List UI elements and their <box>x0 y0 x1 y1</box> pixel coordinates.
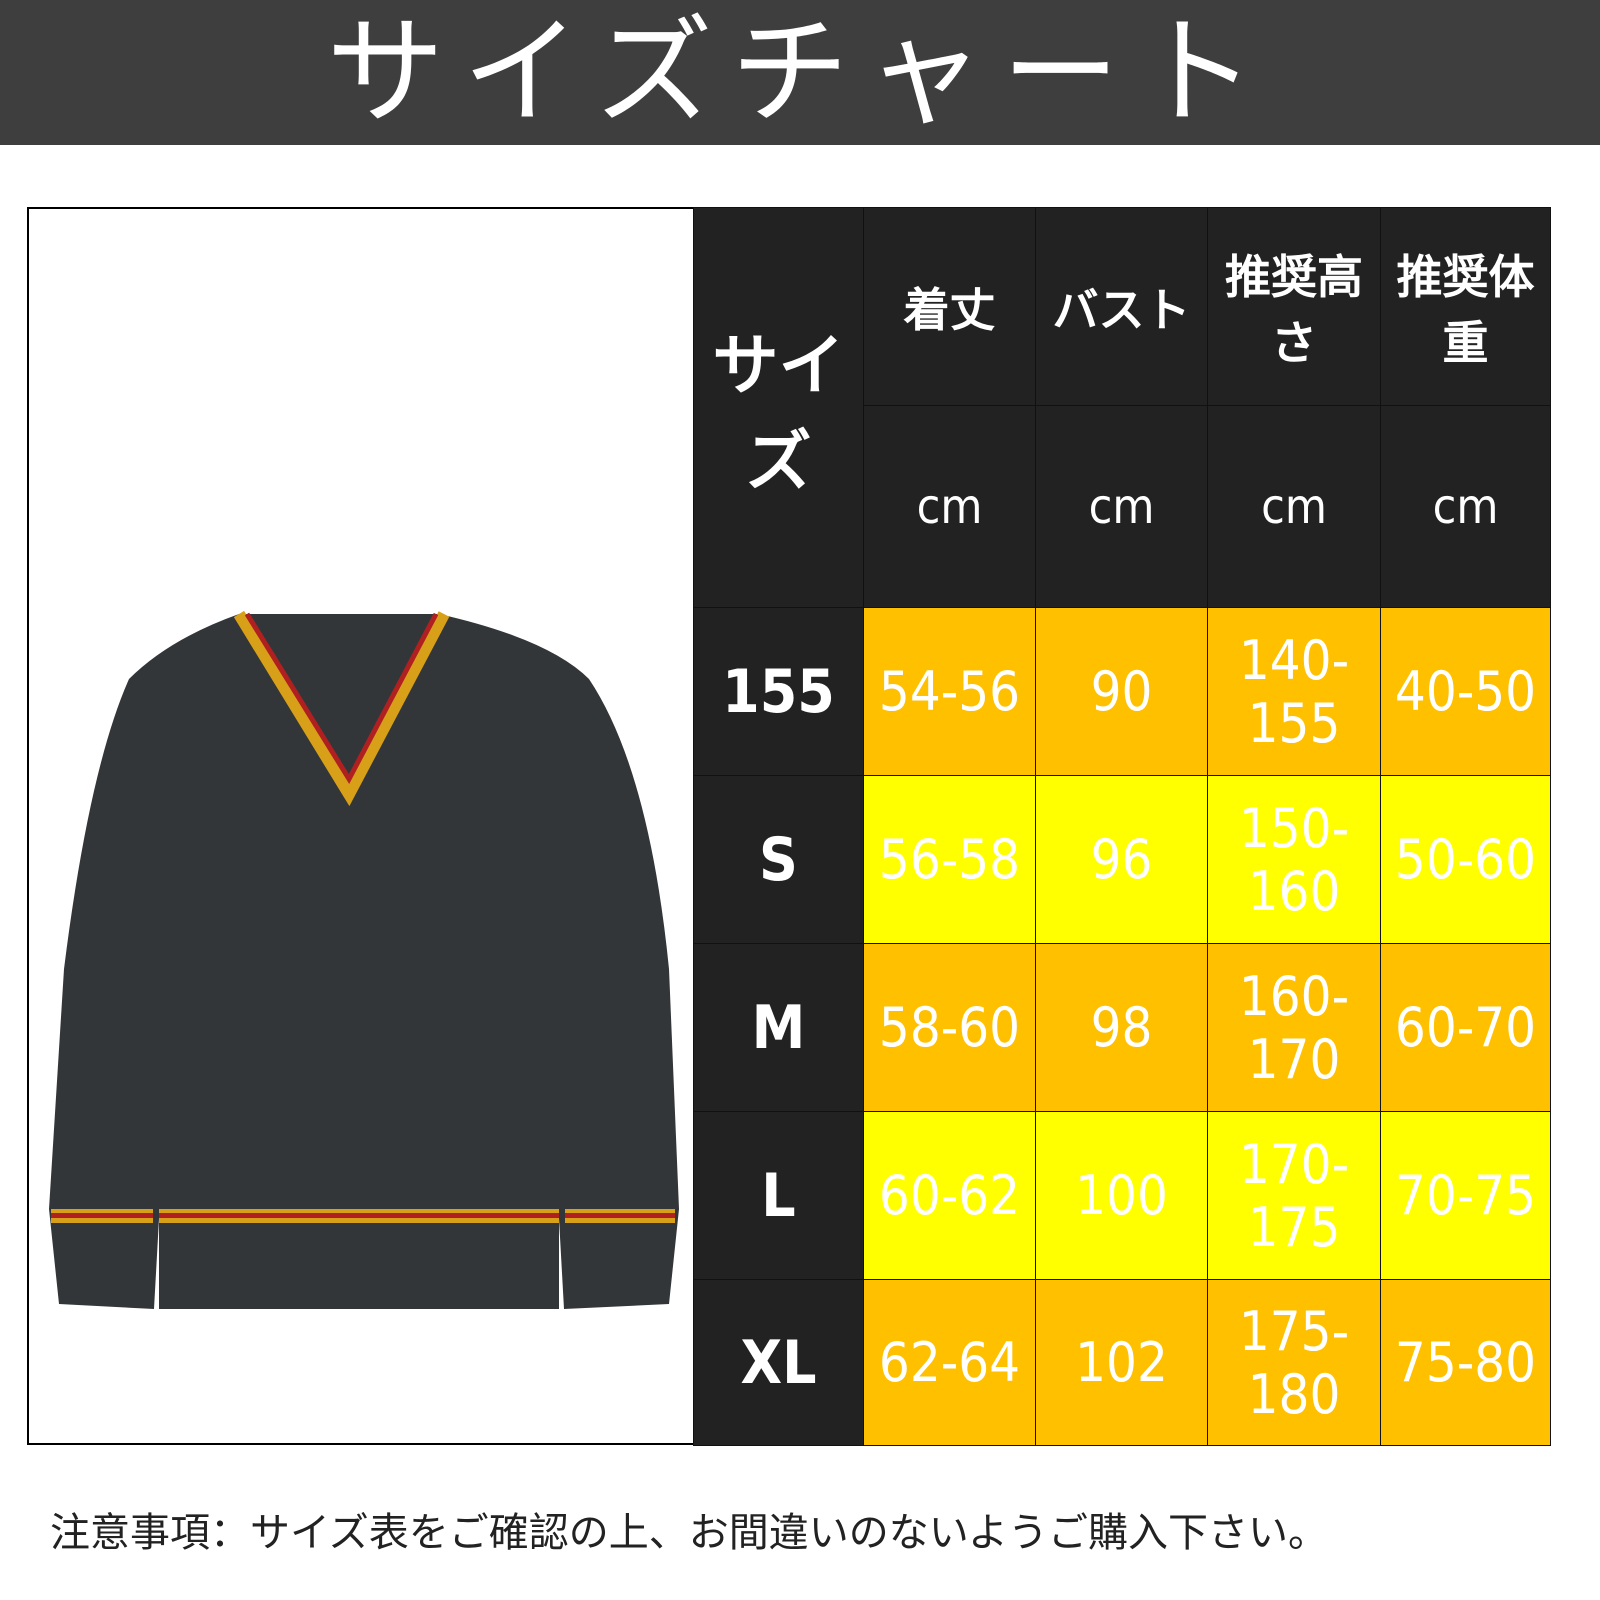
column-header-weight: 推奨体重 <box>1380 207 1551 406</box>
value-cell: 54-56 <box>863 607 1036 776</box>
value-cell: 75-80 <box>1380 1279 1551 1446</box>
table-row: L 60-62 100 170-175 70-75 <box>693 1111 1551 1280</box>
table-row: XL 62-64 102 175-180 75-80 <box>693 1279 1551 1446</box>
column-header-bust: バスト <box>1035 207 1208 406</box>
value-cell: 40-50 <box>1380 607 1551 776</box>
column-header-length: 着丈 <box>863 207 1036 406</box>
value-cell: 102 <box>1035 1279 1208 1446</box>
size-cell: L <box>693 1111 864 1280</box>
value-cell: 62-64 <box>863 1279 1036 1446</box>
size-cell: 155 <box>693 607 864 776</box>
size-cell: M <box>693 943 864 1112</box>
value-cell: 96 <box>1035 775 1208 944</box>
column-header-height: 推奨高さ <box>1207 207 1381 406</box>
size-header: サイズ <box>693 207 864 608</box>
value-cell: 90 <box>1035 607 1208 776</box>
unit-height: cm <box>1207 405 1381 608</box>
table-row: S 56-58 96 150-160 50-60 <box>693 775 1551 944</box>
unit-length: cm <box>863 405 1036 608</box>
size-cell: S <box>693 775 864 944</box>
value-cell: 50-60 <box>1380 775 1551 944</box>
value-cell: 98 <box>1035 943 1208 1112</box>
value-cell: 160-170 <box>1207 943 1381 1112</box>
value-cell: 175-180 <box>1207 1279 1381 1446</box>
value-cell: 60-62 <box>863 1111 1036 1280</box>
title-banner: サイズチャート <box>0 0 1600 145</box>
value-cell: 60-70 <box>1380 943 1551 1112</box>
sweater-illustration <box>49 610 679 1309</box>
product-image <box>27 207 693 1445</box>
size-table: サイズ 着丈 バスト 推奨高さ 推奨体重 cm cm cm cm 155 54-… <box>693 207 1551 1446</box>
notice-text: 注意事項：サイズ表をご確認の上、お間違いのないようご購入下さい。 <box>50 1510 1328 1556</box>
value-cell: 100 <box>1035 1111 1208 1280</box>
value-cell: 58-60 <box>863 943 1036 1112</box>
value-cell: 140-155 <box>1207 607 1381 776</box>
unit-bust: cm <box>1035 405 1208 608</box>
value-cell: 170-175 <box>1207 1111 1381 1280</box>
table-row: M 58-60 98 160-170 60-70 <box>693 943 1551 1112</box>
value-cell: 70-75 <box>1380 1111 1551 1280</box>
value-cell: 56-58 <box>863 775 1036 944</box>
size-cell: XL <box>693 1279 864 1446</box>
table-row: 155 54-56 90 140-155 40-50 <box>693 607 1551 776</box>
unit-weight: cm <box>1380 405 1551 608</box>
value-cell: 150-160 <box>1207 775 1381 944</box>
